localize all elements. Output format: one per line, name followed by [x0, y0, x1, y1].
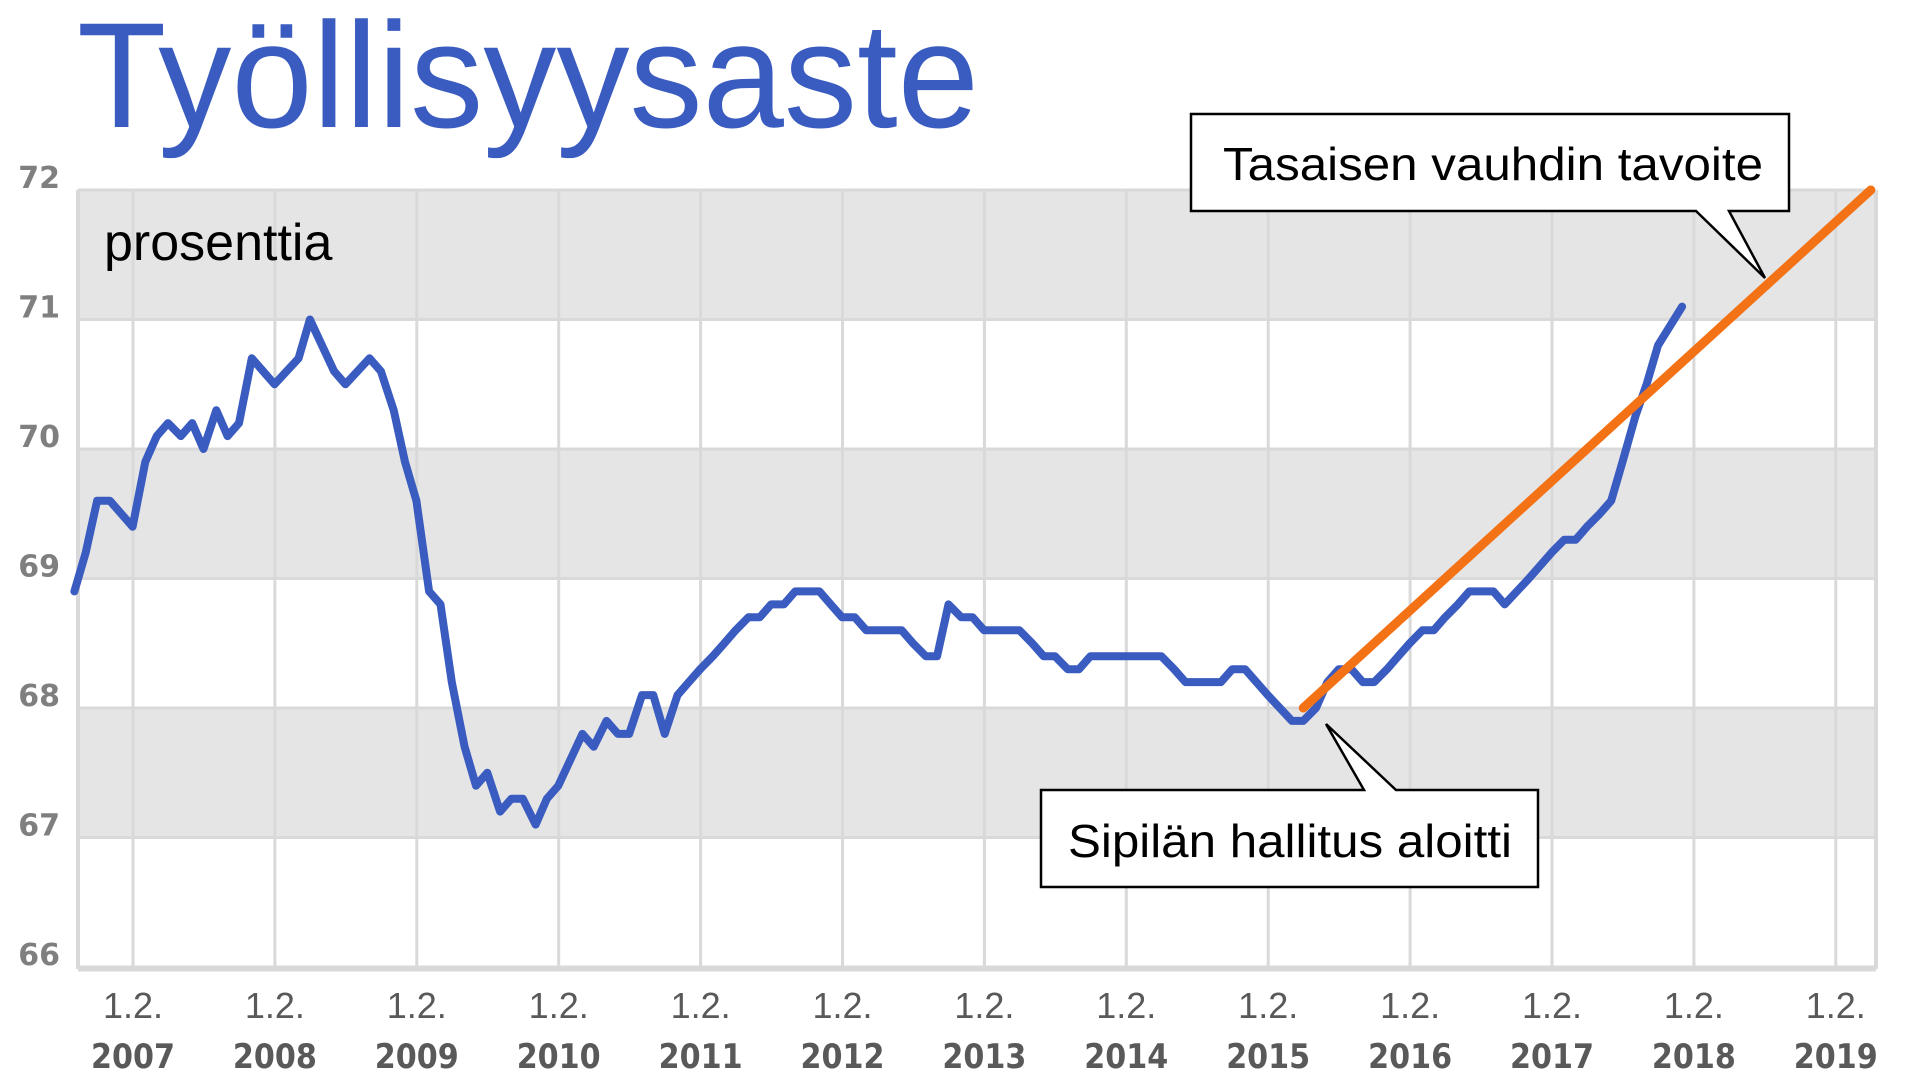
unit-label: prosenttia: [104, 214, 332, 272]
x-tick-date: 1.2.: [1096, 985, 1156, 1026]
y-tick-label: 66: [18, 938, 60, 973]
callout-government-box: [1039, 723, 1540, 889]
x-tick-year: 2011: [659, 1037, 743, 1077]
x-tick-date: 1.2.: [1380, 985, 1440, 1026]
x-tick-year: 2019: [1794, 1037, 1878, 1077]
x-tick-date: 1.2.: [529, 985, 589, 1026]
x-axis-tick-labels: 1.2. 2007 1.2. 2008 1.2. 2009 1.2. 2010 1.2. 2011…: [91, 985, 1878, 1077]
alternating-bands: [78, 190, 1876, 838]
x-tick-year: 2016: [1368, 1037, 1452, 1077]
y-tick-label: 68: [18, 679, 60, 714]
x-tick-date: 1.2.: [671, 985, 731, 1026]
y-axis-tick-labels: 66 67 68 69 70 71 72: [18, 161, 60, 973]
x-tick-year: 2009: [375, 1037, 459, 1077]
x-tick-year: 2008: [233, 1037, 317, 1077]
callout-target-text: Tasaisen vauhdin tavoite: [1223, 138, 1763, 190]
callout-government-text: Sipilän hallitus aloitti: [1068, 815, 1512, 867]
x-tick-year: 2013: [942, 1037, 1026, 1077]
x-tick-date: 1.2.: [1522, 985, 1582, 1026]
x-tick-date: 1.2.: [103, 985, 163, 1026]
x-tick-year: 2018: [1652, 1037, 1736, 1077]
x-tick-date: 1.2.: [954, 985, 1014, 1026]
shaded-band: [78, 708, 1876, 838]
x-tick-year: 2015: [1226, 1037, 1310, 1077]
callout-target: Tasaisen vauhdin tavoite: [1189, 112, 1791, 279]
y-tick-label: 69: [18, 550, 60, 585]
y-tick-label: 67: [18, 809, 60, 844]
x-tick-date: 1.2.: [1806, 985, 1866, 1026]
shaded-band: [78, 449, 1876, 579]
x-tick-year: 2007: [91, 1037, 175, 1077]
x-tick-date: 1.2.: [245, 985, 305, 1026]
x-tick-date: 1.2.: [1238, 985, 1298, 1026]
y-tick-label: 72: [18, 161, 60, 196]
x-tick-year: 2014: [1084, 1037, 1168, 1077]
callout-government: Sipilän hallitus aloitti: [1039, 723, 1540, 889]
target-pace-line: [1298, 185, 1876, 713]
x-tick-year: 2010: [517, 1037, 601, 1077]
x-tick-year: 2017: [1510, 1037, 1594, 1077]
x-tick-date: 1.2.: [812, 985, 872, 1026]
y-tick-label: 70: [18, 420, 60, 455]
chart-title: Työllisyysaste: [77, 0, 979, 159]
x-tick-date: 1.2.: [387, 985, 447, 1026]
callout-target-box: [1189, 112, 1791, 279]
y-tick-label: 71: [18, 291, 60, 326]
x-tick-date: 1.2.: [1664, 985, 1724, 1026]
x-tick-year: 2012: [801, 1037, 885, 1077]
employment-rate-line: [70, 302, 1687, 829]
